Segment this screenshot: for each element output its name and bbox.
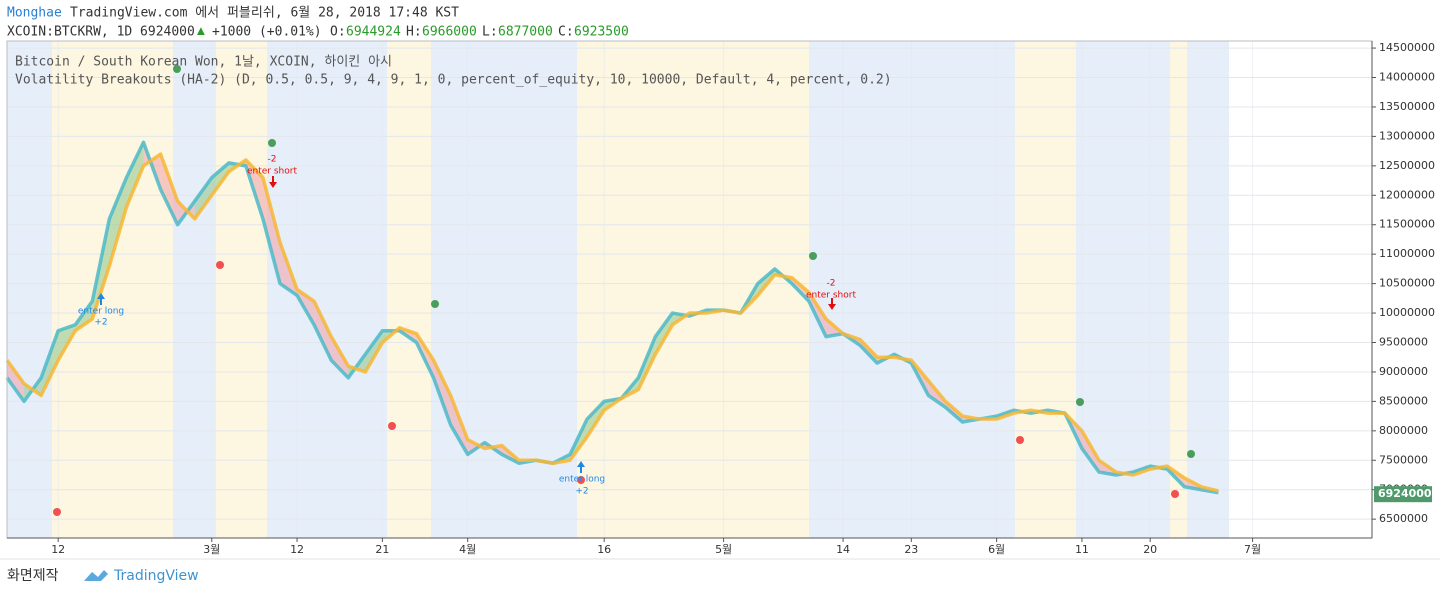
last-price-tag [1374, 486, 1432, 503]
signal-dot [173, 65, 181, 73]
signal-dot [216, 261, 224, 269]
signal-dot [431, 300, 439, 308]
regime-band [577, 41, 809, 538]
x-tick-label: 4월 [459, 543, 476, 556]
close-label: C: [558, 25, 574, 40]
y-tick-label: 9000000 [1379, 365, 1428, 378]
regime-band [809, 41, 1015, 538]
published: TradingView.com 에서 퍼블리쉬, 6월 28, 2018 17:… [70, 6, 459, 21]
x-tick-label: 20 [1143, 543, 1157, 556]
annotation: +2 [575, 487, 588, 497]
regime-band [1076, 41, 1170, 538]
signal-dot [388, 422, 396, 430]
regime-band [387, 41, 431, 538]
cloud [314, 301, 332, 361]
symbol: XCOIN:BTCKRW, 1D 6924000 [7, 25, 195, 40]
author[interactable]: Monghae [7, 6, 62, 21]
annotation: enter short [806, 291, 856, 301]
annotation: -2 [268, 155, 277, 165]
y-tick-label: 6500000 [1379, 512, 1428, 525]
signal-dot [1187, 450, 1195, 458]
indicator: Volatility Breakouts (HA-2) (D, 0.5, 0.5… [15, 73, 892, 88]
signal-dot [1171, 490, 1179, 498]
x-tick-label: 6월 [988, 543, 1005, 556]
cloud [160, 154, 178, 225]
y-tick-label: 13500000 [1379, 100, 1435, 113]
regime-band [267, 41, 387, 538]
y-tick-label: 8000000 [1379, 424, 1428, 437]
signal-dot [809, 252, 817, 260]
y-tick-label: 10000000 [1379, 306, 1435, 319]
y-tick-label: 12000000 [1379, 188, 1435, 201]
x-tick-label: 21 [375, 543, 389, 556]
y-tick-label: 11000000 [1379, 247, 1435, 260]
y-tick-label: 14500000 [1379, 41, 1435, 54]
annotation: -2 [827, 279, 836, 289]
high-label: H: [406, 25, 422, 40]
regime-band [216, 41, 267, 538]
open-label: O: [330, 25, 346, 40]
cloud [126, 142, 144, 208]
annotation: +2 [94, 318, 107, 328]
low: 6877000 [498, 25, 553, 40]
change: +1000 (+0.01%) [212, 25, 322, 40]
price-line [5, 140, 1219, 495]
legend-title: Bitcoin / South Korean Won, 1날, XCOIN, 하… [15, 55, 392, 70]
signal-dot [1016, 436, 1024, 444]
x-tick-label: 16 [597, 543, 611, 556]
high: 6966000 [422, 25, 477, 40]
plot [5, 140, 1219, 495]
cloud [109, 177, 127, 266]
regime-band [1170, 41, 1187, 538]
annotation: enter short [247, 167, 297, 177]
y-tick-label: 13000000 [1379, 129, 1435, 142]
x-tick-label: 12 [51, 543, 65, 556]
signal-dot [268, 139, 276, 147]
y-tick-label: 10500000 [1379, 277, 1435, 290]
signal-dot [577, 476, 585, 484]
low-label: L: [482, 25, 498, 40]
x-tick-label: 11 [1075, 543, 1089, 556]
signal-dot [53, 508, 61, 516]
cloud [194, 177, 212, 219]
price-line [5, 152, 1219, 493]
close: 6923500 [574, 25, 629, 40]
regime-band [7, 41, 52, 538]
open: 6944924 [346, 25, 401, 40]
last-price-label: 6924000 [1378, 487, 1432, 500]
y-tick-label: 7500000 [1379, 453, 1428, 466]
cloud [262, 177, 280, 284]
regime-band [1187, 41, 1229, 538]
y-tick-label: 14000000 [1379, 71, 1435, 84]
footer-made: 화면제작 [7, 568, 59, 584]
y-tick-label: 11500000 [1379, 218, 1435, 231]
y-tick-label: 12500000 [1379, 159, 1435, 172]
x-tick-label: 3월 [203, 543, 220, 556]
regime-band [173, 41, 216, 538]
cloud [7, 360, 25, 402]
signal-dot [1076, 398, 1084, 406]
x-tick-label: 14 [836, 543, 850, 556]
x-tick-label: 5월 [715, 543, 732, 556]
x-tick-label: 23 [904, 543, 918, 556]
annotation: enter long [559, 475, 605, 485]
y-tick-label: 8500000 [1379, 394, 1428, 407]
regime-band [52, 41, 173, 538]
change-arrow: ▲ [197, 24, 205, 39]
footer-brand[interactable]: TradingView [113, 568, 199, 584]
brand-logo [84, 570, 108, 581]
y-tick-label: 9500000 [1379, 335, 1428, 348]
annotation: enter long [78, 307, 124, 317]
x-tick-label: 7월 [1244, 543, 1261, 556]
regime-band [1015, 41, 1076, 538]
x-tick-label: 12 [290, 543, 304, 556]
regime-bands [7, 41, 1229, 538]
